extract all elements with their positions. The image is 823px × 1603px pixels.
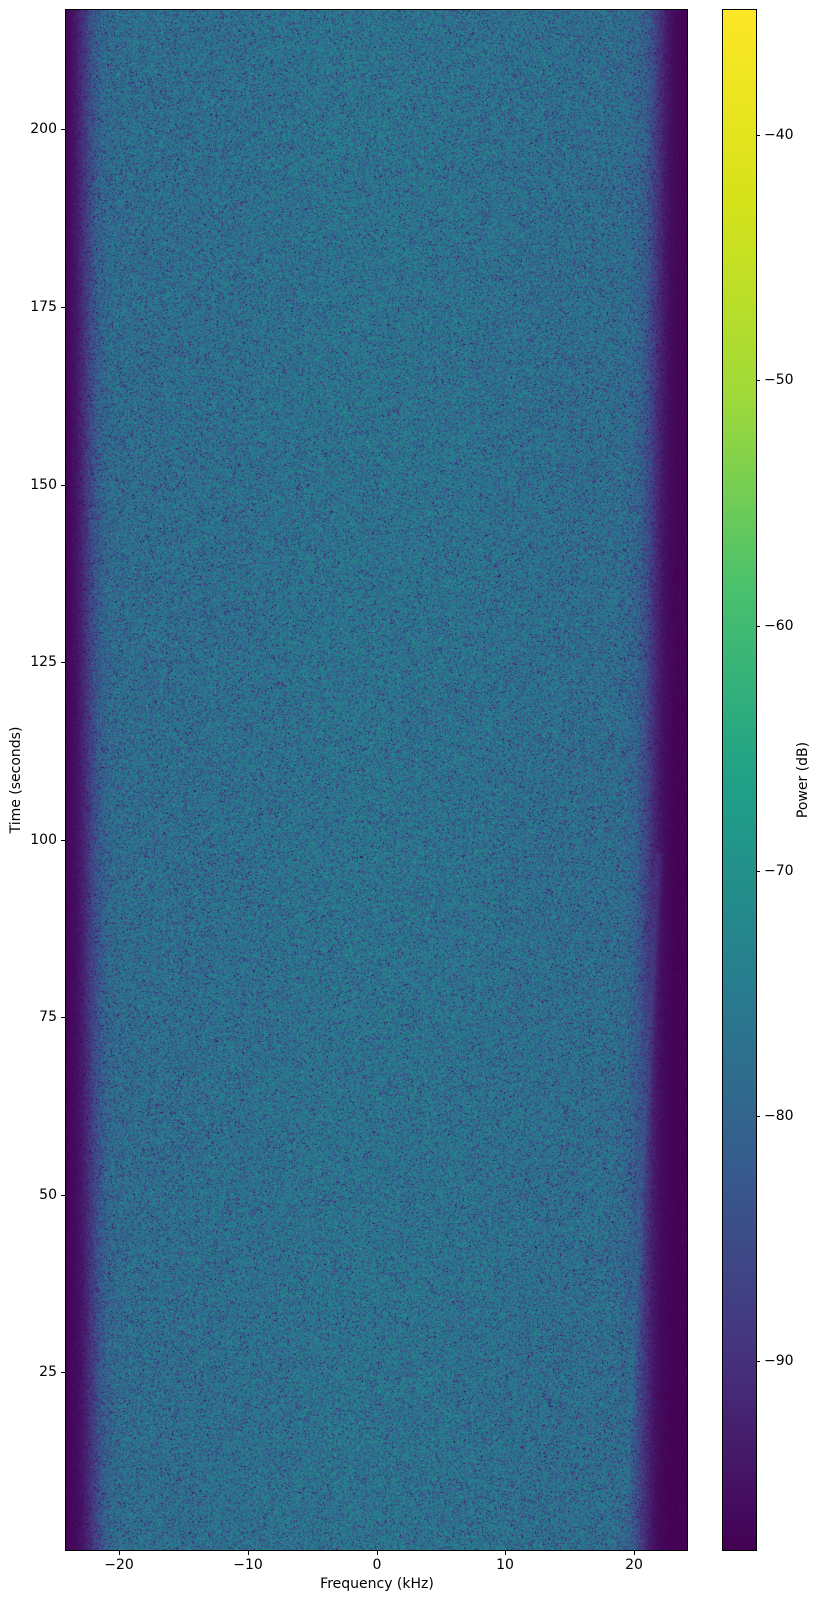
x-tick-mark <box>505 1551 506 1555</box>
cb-tick-label: −90 <box>764 1353 794 1369</box>
y-tick-label: 50 <box>39 1187 57 1203</box>
y-axis-label: Time (seconds) <box>8 726 24 834</box>
y-tick-label: 150 <box>30 477 57 493</box>
cb-tick-label: −80 <box>764 1108 794 1124</box>
y-tick-label: 25 <box>39 1364 57 1380</box>
y-tick-mark <box>61 840 65 841</box>
cb-tick-label: −60 <box>764 618 794 634</box>
cb-tick-mark <box>756 1116 760 1117</box>
x-axis-label: Frequency (kHz) <box>320 1576 434 1592</box>
y-tick-mark <box>61 1195 65 1196</box>
spectrogram-image <box>66 10 687 1550</box>
cb-tick-mark <box>756 135 760 136</box>
cb-tick-label: −50 <box>764 372 794 388</box>
y-tick-label: 75 <box>39 1009 57 1025</box>
cb-tick-mark <box>756 871 760 872</box>
y-tick-label: 100 <box>30 832 57 848</box>
y-tick-mark <box>61 1372 65 1373</box>
colorbar-gradient <box>723 10 756 1550</box>
cb-tick-mark <box>756 380 760 381</box>
x-tick-label: −20 <box>104 1557 134 1573</box>
y-tick-label: 175 <box>30 299 57 315</box>
y-tick-mark <box>61 662 65 663</box>
y-tick-mark <box>61 1017 65 1018</box>
cb-tick-label: −70 <box>764 863 794 879</box>
cb-tick-label: −40 <box>764 127 794 143</box>
x-tick-mark <box>634 1551 635 1555</box>
x-tick-label: 0 <box>372 1557 382 1573</box>
y-tick-label: 125 <box>30 654 57 670</box>
x-tick-label: 20 <box>625 1557 643 1573</box>
colorbar-label: Power (dB) <box>795 741 811 819</box>
y-tick-label: 200 <box>30 121 57 137</box>
cb-tick-mark <box>756 626 760 627</box>
x-tick-mark <box>377 1551 378 1555</box>
x-tick-mark <box>248 1551 249 1555</box>
x-tick-label: −10 <box>233 1557 263 1573</box>
y-tick-mark <box>61 485 65 486</box>
y-tick-mark <box>61 129 65 130</box>
x-tick-mark <box>119 1551 120 1555</box>
x-tick-label: 10 <box>496 1557 514 1573</box>
y-tick-mark <box>61 307 65 308</box>
cb-tick-mark <box>756 1361 760 1362</box>
